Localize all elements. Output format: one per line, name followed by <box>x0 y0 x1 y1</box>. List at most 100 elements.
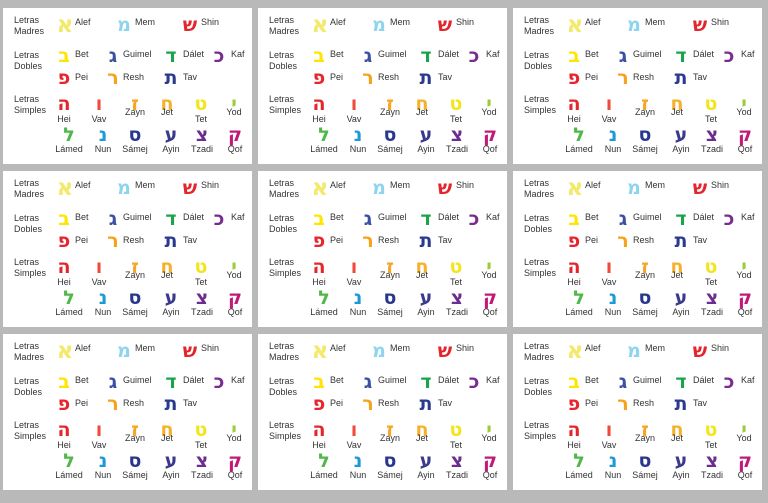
letter-vav-glyph: ו <box>605 419 613 441</box>
letter-samej-name: Sámej <box>632 307 658 317</box>
letter-shin-name: Shin <box>711 343 730 353</box>
letter-qof-name: Qof <box>227 307 243 317</box>
section-label-madres: Letras Madres <box>269 341 300 362</box>
letter-alef-name: Alef <box>330 17 346 27</box>
letter-jet-name: Jet <box>670 433 683 443</box>
letter-tzadi-glyph: צ <box>450 124 464 146</box>
letter-jet-name: Jet <box>160 107 173 117</box>
letter-zayn-name: Zayn <box>634 270 655 280</box>
letter-ayin-glyph: ע <box>674 287 688 309</box>
letter-yod-glyph: י <box>486 419 492 441</box>
letter-lamed-name: Lámed <box>55 470 83 480</box>
letter-alef-glyph: א <box>566 12 584 38</box>
letter-shin-name: Shin <box>456 180 475 190</box>
letter-tzadi-glyph: צ <box>195 287 209 309</box>
letter-pei-glyph: פ <box>57 67 71 89</box>
letter-samej-name: Sámej <box>377 144 403 154</box>
letter-kaf-glyph: כ <box>723 45 735 67</box>
letter-kaf-name: Kaf <box>486 212 500 222</box>
letter-nun-glyph: נ <box>98 124 108 146</box>
letter-qof-name: Qof <box>737 144 753 154</box>
letter-ayin-glyph: ע <box>164 450 178 472</box>
letter-hei-name: Hei <box>57 114 71 124</box>
letter-yod-glyph: י <box>741 256 747 278</box>
section-label-simples: Letras Simples <box>524 94 557 115</box>
letter-bet-glyph: ב <box>58 45 70 67</box>
letter-zayn-glyph: ז <box>641 419 649 441</box>
letter-pei-name: Pei <box>75 72 89 82</box>
letter-guimel-glyph: ג <box>363 208 373 230</box>
letter-resh-glyph: ר <box>617 230 629 252</box>
letter-shin-glyph: ש <box>182 177 198 199</box>
section-label-madres: Letras Madres <box>14 15 45 36</box>
letter-zayn-glyph: ז <box>641 256 649 278</box>
letter-shin-name: Shin <box>711 180 730 190</box>
letter-shin-name: Shin <box>201 343 220 353</box>
letter-guimel-glyph: ג <box>108 208 118 230</box>
letter-resh-name: Resh <box>378 398 400 408</box>
letter-tzadi-name: Tzadi <box>190 470 213 480</box>
letter-jet-name: Jet <box>160 270 173 280</box>
letter-samej-glyph: ס <box>128 124 142 146</box>
letter-jet-glyph: ח <box>415 419 429 441</box>
letter-resh-name: Resh <box>123 398 145 408</box>
letter-yod-name: Yod <box>226 270 242 280</box>
letter-lamed-name: Lámed <box>55 307 83 317</box>
letter-resh-name: Resh <box>123 235 145 245</box>
letter-dalet-glyph: ד <box>420 45 432 67</box>
letter-alef-glyph: א <box>56 338 74 364</box>
letter-card: Letras Madres Letras Dobles Letras Simpl… <box>258 171 507 327</box>
letter-ayin-name: Ayin <box>162 307 180 317</box>
letter-bet-name: Bet <box>585 375 599 385</box>
letter-lamed-name: Lámed <box>565 470 593 480</box>
letter-qof-glyph: ק <box>483 124 497 146</box>
letter-alef-name: Alef <box>585 17 601 27</box>
letter-lamed-glyph: ל <box>63 450 75 472</box>
letter-lamed-glyph: ל <box>318 450 330 472</box>
letter-shin-glyph: ש <box>437 340 453 362</box>
letter-qof-glyph: ק <box>738 124 752 146</box>
letter-nun-glyph: נ <box>608 124 618 146</box>
letter-guimel-name: Guimel <box>378 375 407 385</box>
letter-alef-name: Alef <box>75 343 91 353</box>
letter-kaf-glyph: כ <box>723 371 735 393</box>
letter-tzadi-name: Tzadi <box>445 307 468 317</box>
letter-jet-glyph: ח <box>415 256 429 278</box>
letter-guimel-glyph: ג <box>108 45 118 67</box>
letter-guimel-name: Guimel <box>633 212 662 222</box>
letter-kaf-name: Kaf <box>486 375 500 385</box>
letter-guimel-name: Guimel <box>633 49 662 59</box>
letter-resh-glyph: ר <box>362 230 374 252</box>
letter-qof-name: Qof <box>482 144 498 154</box>
letter-tzadi-name: Tzadi <box>190 307 213 317</box>
section-label-simples: Letras Simples <box>14 257 47 278</box>
letter-yod-glyph: י <box>486 93 492 115</box>
letter-zayn-name: Zayn <box>124 107 145 117</box>
letter-kaf-name: Kaf <box>231 212 245 222</box>
letter-mem-name: Mem <box>645 343 665 353</box>
letter-mem-name: Mem <box>135 17 155 27</box>
letter-pei-name: Pei <box>585 235 599 245</box>
letter-tet-glyph: ט <box>449 93 463 115</box>
letter-tet-name: Tet <box>194 277 207 287</box>
letter-tav-name: Tav <box>438 398 453 408</box>
letter-qof-name: Qof <box>227 144 243 154</box>
letter-lamed-name: Lámed <box>310 144 338 154</box>
letter-lamed-name: Lámed <box>310 470 338 480</box>
letter-tzadi-glyph: צ <box>195 450 209 472</box>
letter-qof-name: Qof <box>482 307 498 317</box>
letter-pei-name: Pei <box>585 398 599 408</box>
letter-resh-glyph: ר <box>362 393 374 415</box>
letter-tzadi-name: Tzadi <box>445 470 468 480</box>
letter-zayn-glyph: ז <box>131 419 139 441</box>
letter-kaf-glyph: כ <box>468 45 480 67</box>
letter-yod-name: Yod <box>736 433 752 443</box>
section-label-madres: Letras Madres <box>524 178 555 199</box>
letter-samej-glyph: ס <box>383 450 397 472</box>
letter-pei-name: Pei <box>75 398 89 408</box>
letter-pei-name: Pei <box>75 235 89 245</box>
letter-resh-name: Resh <box>633 398 655 408</box>
section-label-madres: Letras Madres <box>269 15 300 36</box>
letter-samej-glyph: ס <box>638 124 652 146</box>
